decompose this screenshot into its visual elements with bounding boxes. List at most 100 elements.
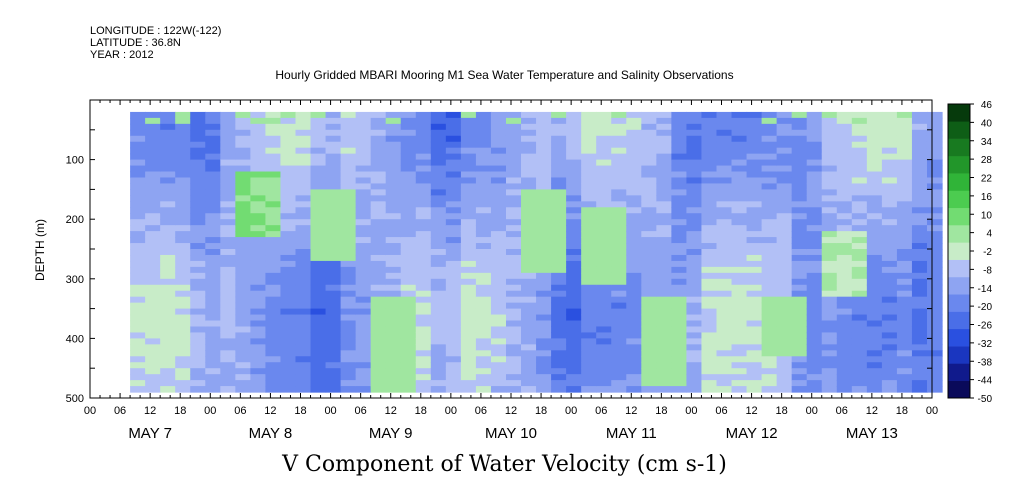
field-cell bbox=[836, 380, 853, 387]
field-cell bbox=[490, 165, 507, 173]
field-cell bbox=[866, 165, 883, 173]
field-cell bbox=[130, 350, 146, 357]
field-cell bbox=[205, 141, 221, 149]
field-cell bbox=[551, 314, 567, 322]
field-cell bbox=[385, 356, 402, 363]
field-cell bbox=[731, 147, 748, 155]
field-cell bbox=[340, 362, 357, 369]
field-cell bbox=[130, 219, 146, 226]
field-cell bbox=[746, 219, 763, 226]
field-cell bbox=[551, 237, 567, 244]
field-cell bbox=[731, 356, 748, 363]
field-cell bbox=[611, 249, 627, 256]
field-cell bbox=[926, 225, 943, 232]
field-cell bbox=[551, 332, 567, 339]
field-cell bbox=[671, 171, 688, 179]
field-cell bbox=[235, 326, 251, 334]
field-cell bbox=[220, 284, 236, 292]
field-cell bbox=[596, 225, 612, 232]
field-cell bbox=[145, 266, 161, 274]
field-cell bbox=[746, 290, 763, 298]
field-cell bbox=[280, 237, 297, 244]
field-cell bbox=[490, 225, 507, 232]
field-cell bbox=[731, 135, 748, 143]
field-cell bbox=[355, 177, 372, 185]
field-cell bbox=[716, 159, 733, 167]
field-cell bbox=[731, 272, 748, 280]
field-cell bbox=[521, 284, 537, 292]
field-cell bbox=[791, 320, 808, 328]
field-cell bbox=[806, 165, 823, 173]
field-cell bbox=[866, 308, 883, 316]
field-cell bbox=[881, 195, 898, 202]
field-cell bbox=[536, 201, 552, 208]
field-cell bbox=[521, 153, 537, 161]
field-cell bbox=[641, 302, 657, 310]
field-cell bbox=[536, 219, 552, 226]
colorbar-swatch bbox=[948, 328, 970, 347]
field-cell bbox=[310, 272, 327, 280]
field-cell bbox=[566, 207, 582, 214]
field-cell bbox=[701, 356, 718, 363]
field-cell bbox=[581, 374, 597, 381]
field-cell bbox=[551, 278, 567, 286]
field-cell bbox=[430, 272, 447, 280]
field-cell bbox=[926, 356, 943, 363]
field-cell bbox=[731, 189, 748, 196]
field-cell bbox=[896, 129, 913, 137]
field-cell bbox=[851, 237, 868, 244]
field-cell bbox=[521, 177, 537, 185]
field-cell bbox=[806, 147, 823, 155]
field-cell bbox=[220, 320, 236, 328]
field-cell bbox=[190, 237, 206, 244]
field-cell bbox=[656, 314, 672, 322]
field-cell bbox=[836, 278, 853, 286]
field-cell bbox=[701, 141, 718, 149]
field-cell bbox=[385, 260, 402, 268]
field-cell bbox=[340, 225, 357, 232]
field-cell bbox=[851, 362, 868, 369]
field-cell bbox=[836, 207, 853, 214]
field-cell bbox=[505, 332, 522, 339]
field-cell bbox=[566, 278, 582, 286]
field-cell bbox=[911, 386, 928, 393]
field-cell bbox=[220, 195, 236, 202]
field-cell bbox=[731, 129, 748, 137]
field-cell bbox=[505, 159, 522, 167]
colorbar-label: -2 bbox=[983, 247, 992, 258]
field-cell bbox=[355, 135, 372, 143]
field-cell bbox=[521, 243, 537, 250]
field-cell bbox=[505, 344, 522, 351]
field-cell bbox=[686, 344, 703, 351]
field-cell bbox=[791, 362, 808, 369]
field-cell bbox=[746, 308, 763, 316]
field-cell bbox=[475, 219, 492, 226]
field-cell bbox=[355, 356, 372, 363]
colorbar-label: 10 bbox=[981, 210, 993, 221]
field-cell bbox=[671, 129, 688, 137]
field-cell bbox=[551, 117, 567, 125]
field-cell bbox=[430, 284, 447, 292]
field-cell bbox=[400, 171, 417, 179]
field-cell bbox=[911, 165, 928, 173]
field-cell bbox=[551, 320, 567, 328]
field-cell bbox=[761, 356, 778, 363]
field-cell bbox=[746, 117, 763, 125]
field-cell bbox=[791, 123, 808, 131]
field-cell bbox=[731, 177, 748, 185]
field-cell bbox=[701, 368, 718, 375]
field-cell bbox=[370, 123, 387, 131]
field-cell bbox=[265, 356, 282, 363]
field-cell bbox=[265, 296, 282, 304]
field-cell bbox=[821, 386, 838, 393]
field-cell bbox=[310, 320, 327, 328]
field-cell bbox=[340, 171, 357, 179]
field-cell bbox=[761, 231, 778, 238]
field-cell bbox=[686, 272, 703, 280]
field-cell bbox=[821, 314, 838, 322]
field-cell bbox=[821, 266, 838, 274]
field-cell bbox=[716, 225, 733, 232]
field-cell bbox=[731, 243, 748, 250]
field-cell bbox=[190, 338, 206, 345]
field-cell bbox=[641, 296, 657, 304]
